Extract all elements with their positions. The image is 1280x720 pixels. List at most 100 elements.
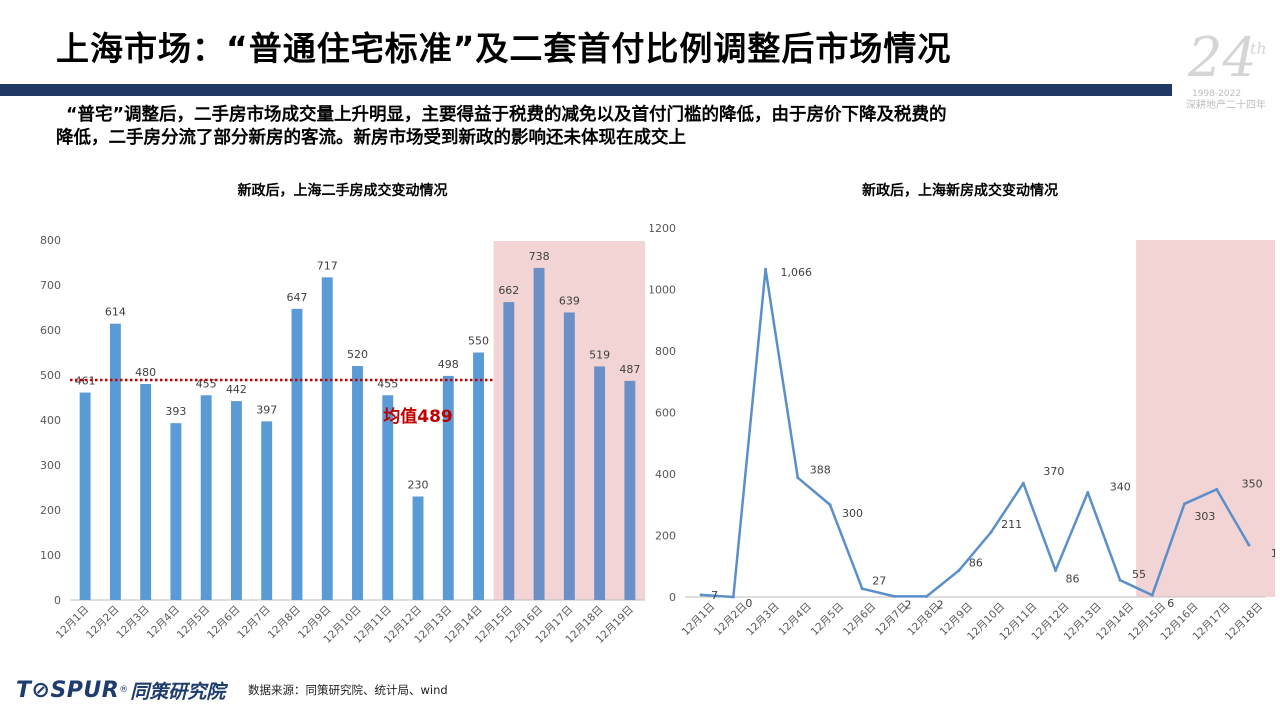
point-value-label: 169 xyxy=(1271,547,1275,560)
data-point xyxy=(699,593,703,597)
x-tick-label: 12月6日 xyxy=(841,601,879,639)
bar xyxy=(412,496,424,600)
bar-value-label: 738 xyxy=(529,250,550,263)
point-value-label: 350 xyxy=(1242,477,1263,490)
bar-value-label: 442 xyxy=(226,383,247,396)
y-tick-label: 0 xyxy=(669,591,676,604)
point-value-label: 55 xyxy=(1132,568,1146,581)
summary-text: “普宅”调整后，二手房市场成交量上升明显，主要得益于税费的减免以及首付门槛的降低… xyxy=(56,104,1166,150)
bar-value-label: 393 xyxy=(165,405,186,418)
bar xyxy=(533,267,545,600)
point-value-label: 6 xyxy=(1167,597,1174,610)
bar xyxy=(321,277,333,600)
average-label: 均值489 xyxy=(383,406,453,427)
x-tick-label: 12月1日 xyxy=(680,601,718,639)
data-point xyxy=(1118,578,1122,582)
bar xyxy=(79,392,91,600)
data-point xyxy=(1021,481,1025,485)
anniversary-watermark: 24 th 1998-2022 深耕地产二十四年 xyxy=(1186,26,1267,111)
bar xyxy=(624,380,636,600)
bar-value-label: 614 xyxy=(105,306,126,319)
bar-value-label: 397 xyxy=(256,403,277,416)
logo-cn: 同策研究院 xyxy=(130,680,226,703)
data-point xyxy=(796,476,800,480)
point-value-label: 27 xyxy=(872,575,886,588)
bar-value-label: 550 xyxy=(468,335,489,348)
y-tick-label: 600 xyxy=(40,324,61,337)
data-point xyxy=(764,267,768,271)
bar xyxy=(170,423,182,600)
y-tick-label: 700 xyxy=(40,279,61,292)
resale-bar-chart-svg: 新政后，上海二手房成交变动情况 0 100 200 300 400 500 600 700 800… xyxy=(40,182,645,646)
point-value-label: 370 xyxy=(1043,465,1064,478)
point-value-label: 0 xyxy=(745,597,752,610)
point-value-label: 211 xyxy=(1001,518,1022,531)
data-point xyxy=(860,587,864,591)
slide-title: 上海市场：“普通住宅标准”及二套首付比例调整后市场情况 xyxy=(56,29,952,68)
x-tick-label: 12月4日 xyxy=(776,601,814,639)
bar xyxy=(109,323,121,600)
bar-value-label: 498 xyxy=(438,358,459,371)
data-point xyxy=(828,503,832,507)
y-tick-label: 400 xyxy=(40,414,61,427)
y-tick-label: 200 xyxy=(655,530,676,543)
data-point xyxy=(892,594,896,598)
point-value-label: 2 xyxy=(937,598,944,611)
data-point xyxy=(925,594,929,598)
watermark-suffix: th xyxy=(1250,39,1267,58)
bar xyxy=(594,366,606,600)
point-value-label: 7 xyxy=(711,589,718,602)
bar xyxy=(140,384,152,600)
data-point xyxy=(1150,593,1154,597)
logo-en: T⊘SPUR xyxy=(16,677,120,703)
bar xyxy=(382,395,394,600)
bar-value-label: 647 xyxy=(286,291,307,304)
company-logo: T⊘SPUR ® 同策研究院 xyxy=(16,676,225,704)
title-bar xyxy=(0,84,1172,96)
summary-line-2: 降低，二手房分流了部分新房的客流。新房市场受到新政的影响还未体现在成交上 xyxy=(56,128,686,148)
bar-value-label: 662 xyxy=(498,284,519,297)
data-point xyxy=(1247,543,1251,547)
bar xyxy=(563,312,575,600)
point-value-label: 86 xyxy=(1066,573,1080,586)
point-value-label: 388 xyxy=(810,464,831,477)
bar xyxy=(291,308,303,600)
data-point xyxy=(1182,502,1186,506)
data-point xyxy=(1086,490,1090,494)
summary-line-1: “普宅”调整后，二手房市场成交量上升明显，主要得益于税费的减免以及首付门槛的降低… xyxy=(66,105,947,125)
y-tick-label: 200 xyxy=(40,504,61,517)
y-tick-label: 300 xyxy=(40,459,61,472)
y-tick-label: 0 xyxy=(54,594,61,607)
y-tick-label: 500 xyxy=(40,369,61,382)
new-home-line-chart-svg: 新政后，上海新房成交变动情况 0 200 400 600 800 1000 1200 712月1… xyxy=(650,182,1275,643)
bar xyxy=(442,375,454,600)
new-home-line-chart: 新政后，上海新房成交变动情况 0 200 400 600 800 1000 1200 7 12月1… xyxy=(650,170,1275,660)
bar-value-label: 487 xyxy=(619,363,640,376)
bar xyxy=(352,366,363,600)
policy-highlight-region xyxy=(1136,240,1275,597)
bar xyxy=(503,302,515,600)
data-point xyxy=(957,569,961,573)
point-value-label: 1,066 xyxy=(781,266,813,279)
y-tick-label: 800 xyxy=(40,234,61,247)
y-tick-label: 600 xyxy=(655,407,676,420)
x-tick-label: 12月2日 xyxy=(712,601,750,639)
bar-value-label: 519 xyxy=(589,348,610,361)
bar-value-label: 717 xyxy=(317,259,338,272)
chart-title: 新政后，上海新房成交变动情况 xyxy=(862,182,1058,199)
series-line xyxy=(701,267,1250,599)
data-point xyxy=(1215,487,1219,491)
y-tick-label: 1000 xyxy=(650,284,676,297)
point-value-label: 2 xyxy=(904,598,911,611)
bar-value-label: 480 xyxy=(135,366,156,379)
bar-value-label: 520 xyxy=(347,348,368,361)
chart-title: 新政后，上海二手房成交变动情况 xyxy=(238,182,448,199)
resale-bar-chart: 新政后，上海二手房成交变动情况 0 100 200 300 400 500 600 700 800… xyxy=(30,170,660,660)
bar-value-label: 230 xyxy=(408,479,429,492)
y-tick-label: 800 xyxy=(655,345,676,358)
bar xyxy=(200,395,212,600)
point-value-label: 300 xyxy=(842,507,863,520)
y-tick-label: 100 xyxy=(40,549,61,562)
x-tick-label: 12月7日 xyxy=(873,601,911,639)
bar xyxy=(473,352,484,600)
